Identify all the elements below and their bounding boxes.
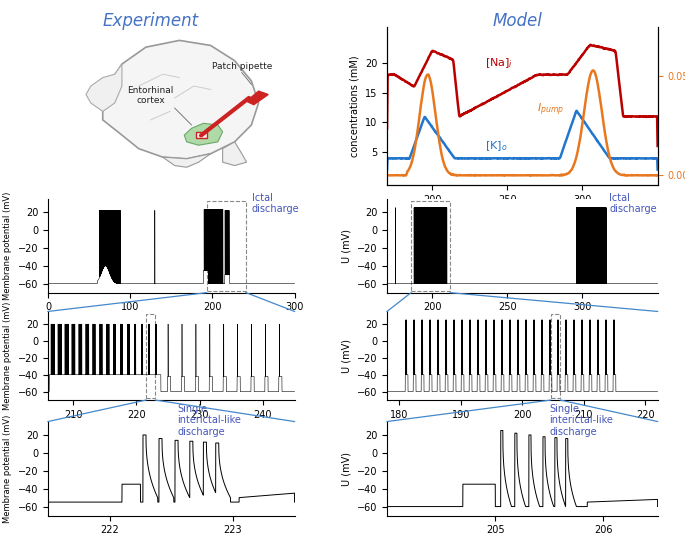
Text: [Na]$_i$: [Na]$_i$ [485, 56, 513, 70]
Text: Patch pipette: Patch pipette [212, 62, 272, 71]
Bar [411, 201, 450, 291]
Y-axis label: U (mV): U (mV) [341, 229, 351, 263]
Text: Ictal
discharge: Ictal discharge [610, 193, 657, 214]
Text: Model: Model [493, 12, 542, 30]
X-axis label: t (s): t (s) [512, 425, 532, 436]
Y-axis label: U (mV): U (mV) [341, 339, 351, 373]
X-axis label: Time (s): Time (s) [151, 318, 191, 328]
Text: Entorhinal
cortex: Entorhinal cortex [127, 85, 174, 105]
Polygon shape [86, 64, 122, 112]
Bar [197, 132, 207, 139]
Text: Experiment: Experiment [103, 12, 199, 30]
Text: Single
interictal-like
discharge: Single interictal-like discharge [549, 404, 613, 437]
Bar [146, 314, 155, 398]
Y-axis label: Membrane potential (mV): Membrane potential (mV) [3, 415, 12, 523]
Bar [551, 314, 560, 398]
Bar [207, 201, 246, 291]
Text: Single
interictal-like
discharge: Single interictal-like discharge [177, 404, 241, 437]
Y-axis label: Membrane potential (mV): Membrane potential (mV) [3, 192, 12, 300]
Y-axis label: concentrations (mM): concentrations (mM) [349, 55, 360, 157]
Polygon shape [184, 124, 223, 146]
Polygon shape [223, 142, 247, 165]
Polygon shape [247, 91, 269, 105]
Y-axis label: U (mV): U (mV) [341, 452, 351, 485]
Y-axis label: Membrane potential (mV): Membrane potential (mV) [3, 302, 12, 410]
X-axis label: t (s): t (s) [512, 318, 532, 328]
Text: [K]$_o$: [K]$_o$ [485, 140, 507, 153]
Text: $I_{pump}$: $I_{pump}$ [537, 101, 564, 118]
Text: Ictal
discharge: Ictal discharge [252, 193, 299, 214]
X-axis label: Time (s): Time (s) [151, 425, 191, 436]
Polygon shape [103, 40, 259, 159]
Polygon shape [163, 154, 211, 167]
